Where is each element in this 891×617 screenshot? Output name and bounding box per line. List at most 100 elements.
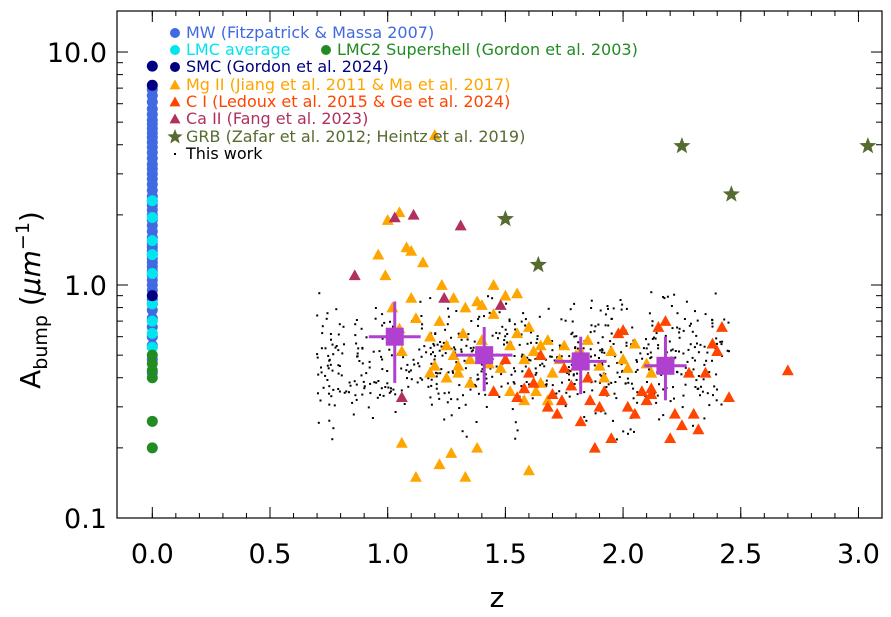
this-work-point xyxy=(711,325,714,328)
this-work-point xyxy=(504,335,507,338)
this-work-point xyxy=(371,417,374,419)
legend-label: This work xyxy=(185,144,263,163)
this-work-point xyxy=(418,365,421,368)
x-tick-label: 1.0 xyxy=(366,539,409,570)
this-work-point xyxy=(674,356,677,359)
this-work-point xyxy=(613,392,616,395)
this-work-point xyxy=(318,292,321,295)
this-work-point xyxy=(727,321,730,324)
this-work-point xyxy=(330,395,333,398)
ca-ii-fang-et-al-2023-point xyxy=(407,208,420,220)
this-work-point xyxy=(668,340,671,343)
mg-ii-jiang-et-al-2011-ma-et-al-2017-point xyxy=(541,334,554,345)
this-work-point xyxy=(696,388,699,390)
this-work-point xyxy=(678,350,680,353)
this-work-point xyxy=(361,393,364,396)
this-work-point xyxy=(569,370,572,373)
this-work-point xyxy=(706,392,709,395)
c-i-ledoux-et-al-2015-ge-et-al-2024-point xyxy=(723,391,735,402)
this-work-point xyxy=(343,343,345,346)
this-work-point xyxy=(326,379,329,381)
this-work-point xyxy=(376,396,379,399)
this-work-point xyxy=(513,367,515,370)
mg-ii-jiang-et-al-2011-ma-et-al-2017-point xyxy=(386,301,399,313)
this-work-point xyxy=(535,371,538,374)
mg-ii-jiang-et-al-2011-ma-et-al-2017-point xyxy=(409,470,422,482)
this-work-point xyxy=(402,356,405,359)
legend-marker xyxy=(169,96,181,107)
this-work-point xyxy=(541,362,544,365)
this-work-point xyxy=(505,302,508,305)
this-work-point xyxy=(545,379,548,382)
mg-ii-jiang-et-al-2011-ma-et-al-2017-point xyxy=(433,315,446,326)
this-work-point xyxy=(688,324,691,327)
this-work-point xyxy=(392,388,395,391)
c-i-ledoux-et-al-2015-ge-et-al-2024-point xyxy=(487,385,500,397)
this-work-point xyxy=(612,343,615,345)
this-work-point xyxy=(703,417,706,420)
this-work-point xyxy=(607,324,610,327)
this-work-point xyxy=(450,414,453,417)
this-work-point xyxy=(681,406,684,409)
this-work-point xyxy=(440,345,443,348)
this-work-point xyxy=(571,320,574,323)
this-work-point xyxy=(470,320,473,322)
this-work-point xyxy=(427,377,430,380)
this-work-point xyxy=(353,380,356,383)
this-work-point xyxy=(438,349,441,352)
this-work-point xyxy=(599,373,602,376)
this-work-point xyxy=(682,329,685,332)
this-work-point xyxy=(430,378,433,381)
this-work-point xyxy=(610,381,613,384)
this-work-point xyxy=(503,339,506,342)
this-work-point xyxy=(407,385,410,388)
this-work-point xyxy=(374,317,377,320)
this-work-point xyxy=(625,344,628,347)
this-work-point xyxy=(666,295,669,298)
this-work-point xyxy=(575,378,578,381)
mg-ii-jiang-et-al-2011-ma-et-al-2017-point xyxy=(527,345,540,356)
this-work-point xyxy=(572,373,575,376)
this-work-point xyxy=(498,395,501,398)
this-work-point xyxy=(405,369,408,372)
mg-ii-jiang-et-al-2011-ma-et-al-2017-point xyxy=(475,299,488,310)
this-work-point xyxy=(390,354,393,357)
this-work-point xyxy=(607,307,609,310)
this-work-point xyxy=(373,381,376,384)
c-i-ledoux-et-al-2015-ge-et-al-2024-point xyxy=(621,400,634,412)
y-axis-label-main: A xyxy=(14,370,47,389)
this-work-point xyxy=(354,334,357,337)
this-work-point xyxy=(331,438,334,441)
legend-marker xyxy=(170,28,180,38)
c-i-ledoux-et-al-2015-ge-et-al-2024-point xyxy=(682,366,695,378)
this-work-point xyxy=(604,412,607,415)
c-i-ledoux-et-al-2015-ge-et-al-2024-point xyxy=(551,407,564,419)
this-work-point xyxy=(369,392,372,395)
this-work-point xyxy=(469,347,472,350)
this-work-point xyxy=(684,383,687,386)
this-work-point xyxy=(381,313,384,316)
this-work-point xyxy=(689,343,692,346)
this-work-point xyxy=(558,390,561,393)
legend-marker xyxy=(170,62,180,72)
this-work-point xyxy=(458,384,461,387)
this-work-point xyxy=(453,346,456,349)
this-work-point xyxy=(508,320,511,323)
this-work-point xyxy=(720,343,723,346)
this-work-point xyxy=(521,353,524,356)
this-work-point xyxy=(520,320,523,323)
legend-label: LMC average xyxy=(186,40,290,59)
mg-ii-jiang-et-al-2011-ma-et-al-2017-point xyxy=(529,385,542,397)
this-work-point xyxy=(682,394,685,397)
this-work-point xyxy=(423,345,426,348)
this-work-point xyxy=(498,332,501,335)
this-work-point xyxy=(421,378,424,381)
this-work-point xyxy=(550,355,553,358)
this-work-point xyxy=(694,310,696,313)
this-work-point xyxy=(574,347,577,350)
this-work-point xyxy=(561,381,563,384)
binned-point xyxy=(385,327,404,346)
mg-ii-jiang-et-al-2011-ma-et-al-2017-point xyxy=(534,339,547,351)
this-work-point xyxy=(676,312,679,315)
axes: 0.0 0.5 1.0 1.5 2.0 2.5 3.0 0.1 1.0 10.0 xyxy=(47,10,883,570)
